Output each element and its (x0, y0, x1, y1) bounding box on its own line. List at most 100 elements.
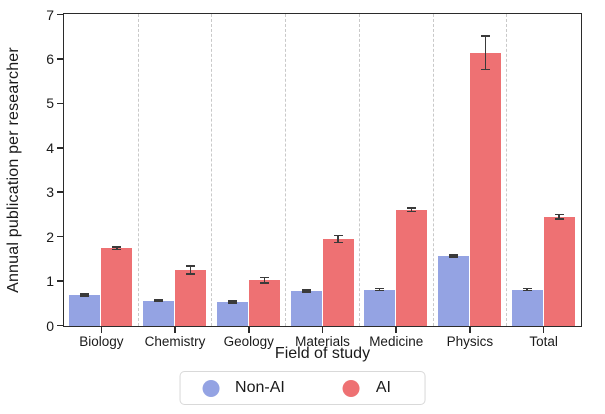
bar-nonai-total (511, 289, 543, 326)
error-bar-cap (333, 241, 343, 244)
error-bar-cap (407, 207, 417, 209)
error-bar-cap (333, 234, 343, 237)
error-bar-cap (112, 246, 122, 248)
error-bar-cap (522, 289, 532, 292)
bar-ai-medicine (396, 209, 428, 326)
error-bar-cap (554, 213, 564, 216)
x-tick-label-biology: Biology (79, 334, 124, 349)
bar-ai-geology (248, 280, 280, 326)
y-tick-label: 2 (46, 228, 54, 245)
error-bar-cap (80, 293, 90, 295)
y-tick-mark (57, 235, 63, 238)
y-axis-title: Annual publication per researcher (5, 47, 22, 293)
error-bar (452, 254, 455, 257)
bar-ai-physics (469, 52, 501, 326)
legend-item-ai: AI (342, 379, 391, 397)
error-bar-cap (375, 287, 385, 290)
x-axis-title: Field of study (274, 345, 371, 362)
error-bar-cap (186, 273, 196, 275)
error-bar-cap (448, 254, 458, 256)
error-bar-cap (186, 265, 196, 267)
error-bar (305, 290, 307, 292)
y-tick-label: 0 (46, 317, 54, 334)
y-tick-label: 7 (46, 6, 54, 23)
x-tick-mark (174, 327, 176, 333)
error-bar-cap (480, 68, 490, 71)
legend-item-non-ai: Non-AI (202, 379, 285, 397)
error-bar (337, 235, 339, 243)
y-tick-mark (57, 324, 63, 327)
error-bar-cap (259, 282, 269, 284)
y-tick-label: 1 (46, 273, 54, 290)
x-tick-mark (321, 327, 324, 333)
x-tick-mark (248, 327, 250, 333)
bar-ai-biology (101, 248, 133, 326)
y-tick-mark (57, 147, 63, 149)
error-bar-cap (554, 218, 564, 220)
x-tick-mark (395, 327, 397, 333)
bar-nonai-geology (216, 302, 248, 326)
legend: Non-AI AI (179, 371, 426, 405)
x-tick-label-total: Total (529, 334, 558, 349)
bar-ai-total (543, 216, 575, 326)
error-bar (157, 299, 160, 302)
y-tick-mark (57, 191, 63, 193)
error-bar-cap (407, 210, 417, 213)
error-bar (526, 288, 528, 291)
bar-nonai-biology (69, 294, 101, 326)
error-bar-cap (112, 248, 122, 251)
bar-nonai-medicine (364, 289, 396, 326)
group-separator-gridline (358, 14, 360, 326)
error-bar (378, 288, 381, 291)
y-tick-label: 4 (46, 139, 54, 156)
legend-label-ai: AI (375, 379, 391, 396)
error-bar-cap (301, 291, 311, 293)
group-separator-gridline (285, 14, 287, 326)
group-separator-gridline (432, 14, 434, 326)
error-bar (484, 35, 487, 70)
error-bar-cap (227, 302, 237, 304)
x-tick-label-medicine: Medicine (369, 334, 424, 349)
bar-nonai-materials (290, 290, 322, 326)
x-tick-label-physics: Physics (446, 334, 494, 349)
y-tick-label: 6 (46, 50, 54, 67)
error-bar (189, 266, 192, 275)
legend-label-non-ai: Non-AI (235, 379, 285, 396)
error-bar (410, 207, 413, 212)
bar-nonai-chemistry (143, 300, 175, 326)
error-bar-cap (301, 289, 311, 291)
error-bar-cap (522, 287, 532, 290)
y-tick-label: 5 (46, 95, 54, 112)
error-bar-cap (80, 295, 90, 297)
error-bar-cap (259, 276, 269, 279)
error-bar-cap (154, 299, 164, 301)
group-separator-gridline (137, 14, 139, 326)
x-tick-label-geology: Geology (223, 334, 274, 349)
x-tick-mark (469, 327, 471, 333)
error-bar (116, 246, 118, 250)
error-bar-cap (448, 255, 458, 258)
group-separator-gridline (506, 14, 508, 326)
error-bar-cap (375, 289, 385, 292)
error-bar-cap (480, 35, 490, 37)
x-tick-mark (100, 327, 103, 333)
error-bar (263, 277, 266, 283)
error-bar (84, 294, 86, 296)
x-tick-label-chemistry: Chemistry (144, 334, 206, 349)
y-tick-mark (57, 280, 63, 282)
x-tick-label-materials: Materials (295, 334, 350, 349)
bar-ai-materials (322, 238, 354, 326)
y-tick-mark (57, 102, 63, 105)
bar-ai-chemistry (175, 270, 207, 326)
error-bar (231, 301, 234, 303)
error-bar-cap (154, 300, 164, 303)
group-separator-gridline (211, 14, 213, 326)
error-bar (558, 214, 560, 219)
y-tick-mark (57, 13, 63, 16)
plot-area (63, 13, 582, 327)
legend-marker-non-ai-icon (202, 379, 220, 397)
y-tick-mark (57, 58, 63, 60)
y-tick-label: 3 (46, 184, 54, 201)
legend-marker-ai-icon (342, 379, 360, 397)
